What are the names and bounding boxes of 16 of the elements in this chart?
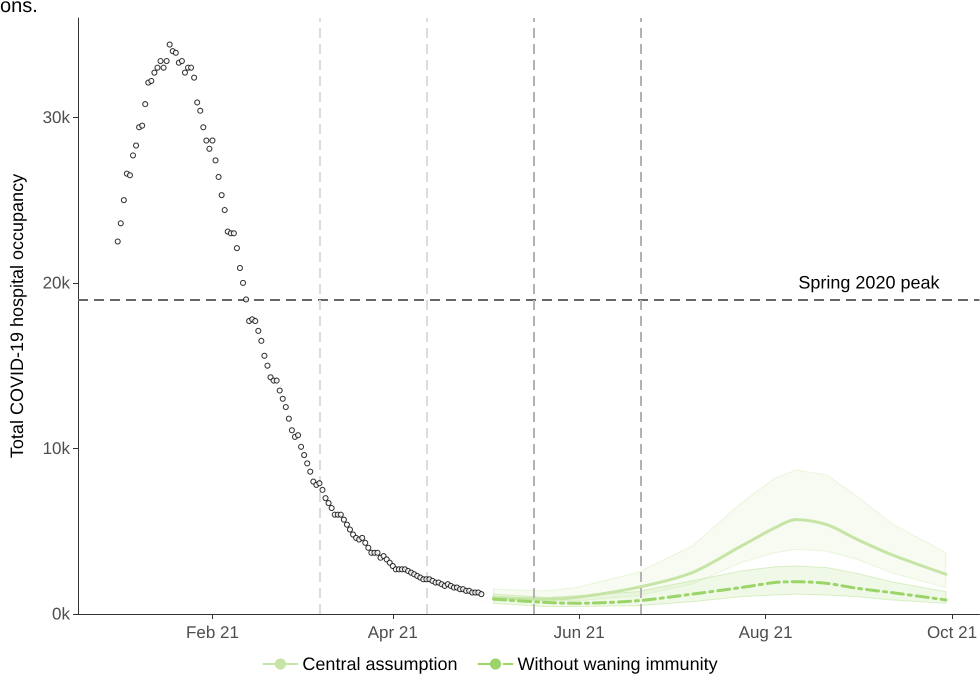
line-series bbox=[492, 580, 948, 605]
y-tick-label: 20k bbox=[42, 273, 70, 292]
x-tick-label: Oct 21 bbox=[926, 623, 978, 642]
y-axis-title: Total COVID-19 hospital occupancy bbox=[7, 174, 27, 458]
legend-label: Without waning immunity bbox=[518, 654, 718, 674]
x-tick-label: Aug 21 bbox=[738, 623, 793, 642]
ref-line-label: Spring 2020 peak bbox=[798, 272, 940, 292]
text: ons. bbox=[0, 0, 38, 17]
x-tick-label: Apr 21 bbox=[368, 623, 418, 642]
y-tick-label: 30k bbox=[42, 108, 70, 127]
x-tick-label: Jun 21 bbox=[554, 623, 605, 642]
legend-label: Central assumption bbox=[302, 654, 458, 674]
line-series bbox=[492, 518, 948, 601]
x-tick-label: Feb 21 bbox=[186, 623, 239, 642]
y-tick-label: 0k bbox=[52, 604, 70, 624]
y-tick-label: 10k bbox=[42, 438, 70, 458]
